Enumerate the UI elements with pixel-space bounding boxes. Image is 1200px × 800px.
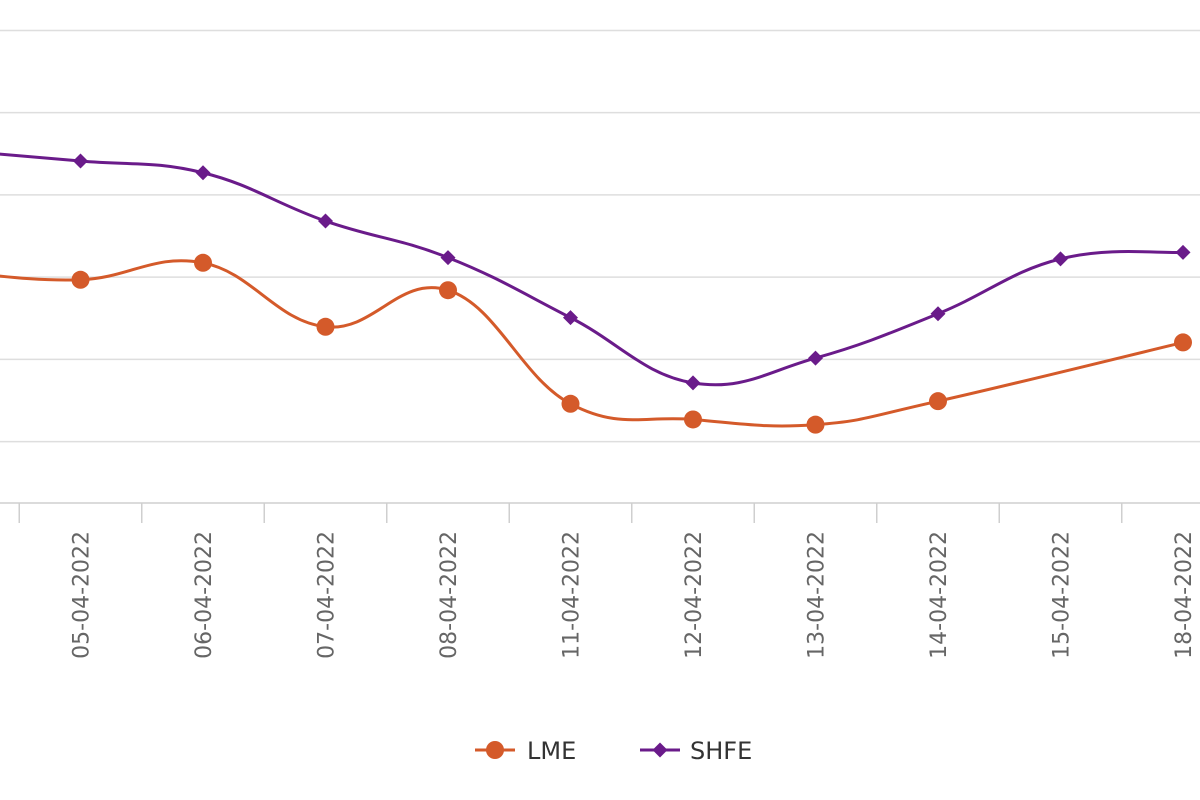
data-point-lme[interactable] bbox=[316, 317, 335, 336]
x-tick-label: 07-04-2022 bbox=[315, 531, 340, 659]
data-point-shfe[interactable] bbox=[563, 310, 578, 326]
data-point-shfe[interactable] bbox=[1175, 244, 1191, 260]
data-point-lme[interactable] bbox=[561, 394, 580, 413]
series-lme bbox=[0, 253, 1192, 434]
x-tick-label: 13-04-2022 bbox=[805, 531, 830, 659]
x-tick-label: 11-04-2022 bbox=[560, 531, 585, 659]
data-point-shfe[interactable] bbox=[195, 165, 211, 181]
x-axis: 05-04-2022 06-04-2022 07-04-2022 08-04-2022… bbox=[0, 502, 1200, 659]
x-tick-label: 05-04-2022 bbox=[70, 531, 95, 659]
x-tick-label: 15-04-2022 bbox=[1050, 531, 1075, 659]
data-point-shfe[interactable] bbox=[73, 153, 88, 169]
data-point-shfe[interactable] bbox=[1053, 251, 1068, 267]
x-tick-label: 18-04-2022 bbox=[1172, 531, 1197, 659]
x-tick-label: 06-04-2022 bbox=[192, 531, 217, 659]
data-point-shfe[interactable] bbox=[808, 350, 823, 366]
series-line-lme bbox=[0, 259, 1185, 428]
series-shfe bbox=[0, 152, 1191, 391]
legend-label-lme: LME bbox=[527, 737, 576, 765]
data-point-lme[interactable] bbox=[194, 253, 212, 272]
data-point-lme[interactable] bbox=[684, 410, 702, 429]
data-point-lme[interactable] bbox=[71, 270, 90, 289]
data-point-shfe[interactable] bbox=[685, 375, 701, 391]
legend-item-lme[interactable]: LME bbox=[475, 737, 576, 765]
data-point-shfe[interactable] bbox=[930, 306, 946, 322]
data-point-shfe[interactable] bbox=[318, 213, 333, 229]
series-line-shfe bbox=[0, 152, 1185, 387]
series-layer bbox=[0, 152, 1192, 434]
legend[interactable]: LME SHFE bbox=[475, 737, 752, 765]
x-tick-label: 12-04-2022 bbox=[682, 531, 707, 659]
data-point-shfe[interactable] bbox=[440, 250, 456, 266]
data-point-lme[interactable] bbox=[1174, 333, 1192, 352]
data-point-lme[interactable] bbox=[929, 392, 947, 411]
legend-marker-shfe bbox=[652, 742, 668, 758]
x-tick-label: 14-04-2022 bbox=[927, 531, 952, 659]
data-point-lme[interactable] bbox=[439, 281, 457, 300]
grid-layer bbox=[0, 29, 1200, 443]
legend-item-shfe[interactable]: SHFE bbox=[640, 737, 752, 765]
x-tick-label: 08-04-2022 bbox=[437, 531, 462, 659]
legend-marker-lme bbox=[486, 741, 504, 759]
data-point-lme[interactable] bbox=[806, 415, 825, 434]
legend-label-shfe: SHFE bbox=[690, 737, 752, 765]
